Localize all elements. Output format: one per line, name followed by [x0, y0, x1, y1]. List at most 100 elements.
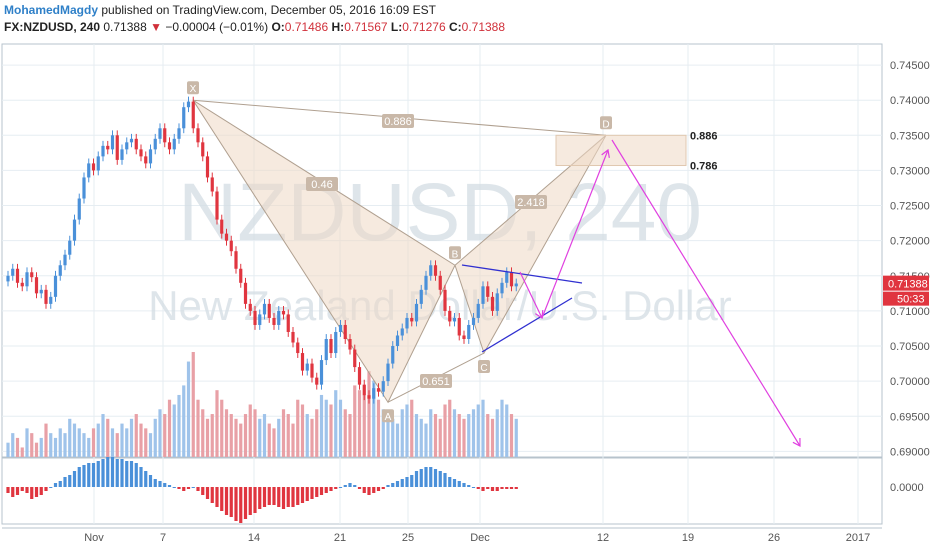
volume-bar	[305, 414, 309, 457]
candle-body	[205, 156, 210, 178]
triangle-pattern	[461, 264, 583, 353]
volume-bar	[106, 418, 110, 457]
point-label-bg	[187, 81, 199, 95]
candle-body	[106, 145, 110, 150]
volume-bar	[39, 437, 43, 457]
projection-arrows	[519, 139, 801, 447]
volume-bar	[500, 399, 504, 457]
macd-bar	[239, 487, 243, 523]
volume-bar	[120, 423, 124, 457]
macd-bar	[405, 477, 409, 487]
volume-bar	[153, 418, 157, 457]
candle-body	[248, 303, 252, 311]
volume-bar	[15, 437, 20, 457]
x-tick-label: 14	[248, 532, 260, 544]
volume-bar	[319, 394, 324, 457]
volume-bar	[58, 428, 62, 457]
macd-bar	[125, 461, 129, 487]
volume-bar	[386, 414, 390, 457]
candle-body	[129, 138, 134, 143]
volume-bar	[481, 399, 485, 457]
macd-bar	[362, 487, 366, 493]
macd-bar	[25, 487, 29, 493]
volume-bar	[49, 433, 53, 457]
x-tick-label: 25	[402, 532, 414, 544]
candle-body	[505, 272, 509, 283]
y-tick-label: 0.70000	[890, 376, 930, 388]
candle-body	[509, 272, 514, 287]
macd-bar	[329, 487, 333, 491]
volume-bar	[158, 409, 162, 457]
candle-body	[367, 395, 371, 399]
volume-bar	[53, 437, 58, 457]
candle-body	[471, 317, 476, 325]
symbol-label[interactable]: FX:NZDUSD, 240	[4, 20, 101, 34]
close-label: C:	[448, 20, 462, 34]
countdown-badge-text: 50:33	[897, 294, 925, 306]
candle-body	[63, 254, 67, 266]
macd-bar	[410, 475, 414, 487]
x-tick-label: 26	[768, 532, 780, 544]
candle-body	[158, 128, 162, 139]
volume-bar	[433, 414, 438, 457]
candle-body	[25, 272, 29, 287]
volume-bar	[72, 423, 77, 457]
candle-body	[272, 317, 276, 325]
candle-body	[72, 219, 77, 241]
macd-bar	[400, 479, 404, 487]
volume-bar	[129, 418, 134, 457]
macd-bar	[158, 481, 162, 487]
volume-bar	[144, 428, 148, 457]
macd-bar	[15, 487, 20, 495]
candle-body	[15, 268, 20, 283]
macd-bar	[144, 471, 148, 487]
volume-bar	[505, 404, 509, 457]
macd-bar	[262, 487, 267, 507]
volume-bar	[372, 380, 376, 457]
volume-bar	[63, 433, 67, 457]
x-tick-label: 7	[160, 532, 166, 544]
volume-bar	[34, 442, 39, 457]
macd-bar	[210, 487, 214, 503]
ratio-label: 0.886	[384, 116, 412, 128]
volume-bar	[196, 399, 200, 457]
volume-bar	[315, 409, 319, 457]
y-tick-label: 0.73500	[890, 130, 930, 142]
macd-bar	[186, 487, 191, 489]
candle-body	[376, 388, 381, 392]
macd-bar	[11, 487, 15, 497]
volume-bar	[438, 418, 442, 457]
macd-bar	[253, 487, 257, 513]
low-label: L:	[390, 20, 403, 34]
volume-bar	[215, 390, 219, 457]
volume-bar	[96, 423, 100, 457]
candle-body	[357, 367, 362, 385]
candle-body	[96, 156, 100, 171]
arrowhead-1	[534, 309, 544, 320]
macd-bar	[300, 487, 305, 503]
candle-body	[191, 101, 195, 129]
macd-bar	[201, 487, 205, 495]
candle-body	[495, 293, 499, 311]
macd-bar	[53, 483, 58, 487]
macd-bar	[286, 487, 290, 507]
volume-bar	[82, 433, 86, 457]
volume-bar	[395, 423, 400, 457]
candle-body	[58, 265, 62, 276]
macd-bar	[215, 487, 219, 507]
point-label-bg	[478, 360, 490, 374]
macd-bar	[106, 457, 110, 487]
y-tick-label: 0.71000	[890, 306, 930, 318]
macd-bar	[129, 461, 134, 487]
candle-body	[49, 296, 53, 304]
volume-bar	[91, 428, 96, 457]
candle-body	[163, 128, 167, 143]
author-link[interactable]: MohamedMagdy	[4, 3, 99, 17]
macd-bar	[20, 487, 24, 491]
volume-bar	[357, 390, 362, 457]
volume-bar	[30, 433, 34, 457]
volume-bar	[495, 409, 499, 457]
volume-bar	[25, 428, 29, 457]
volume-bar	[101, 414, 105, 457]
